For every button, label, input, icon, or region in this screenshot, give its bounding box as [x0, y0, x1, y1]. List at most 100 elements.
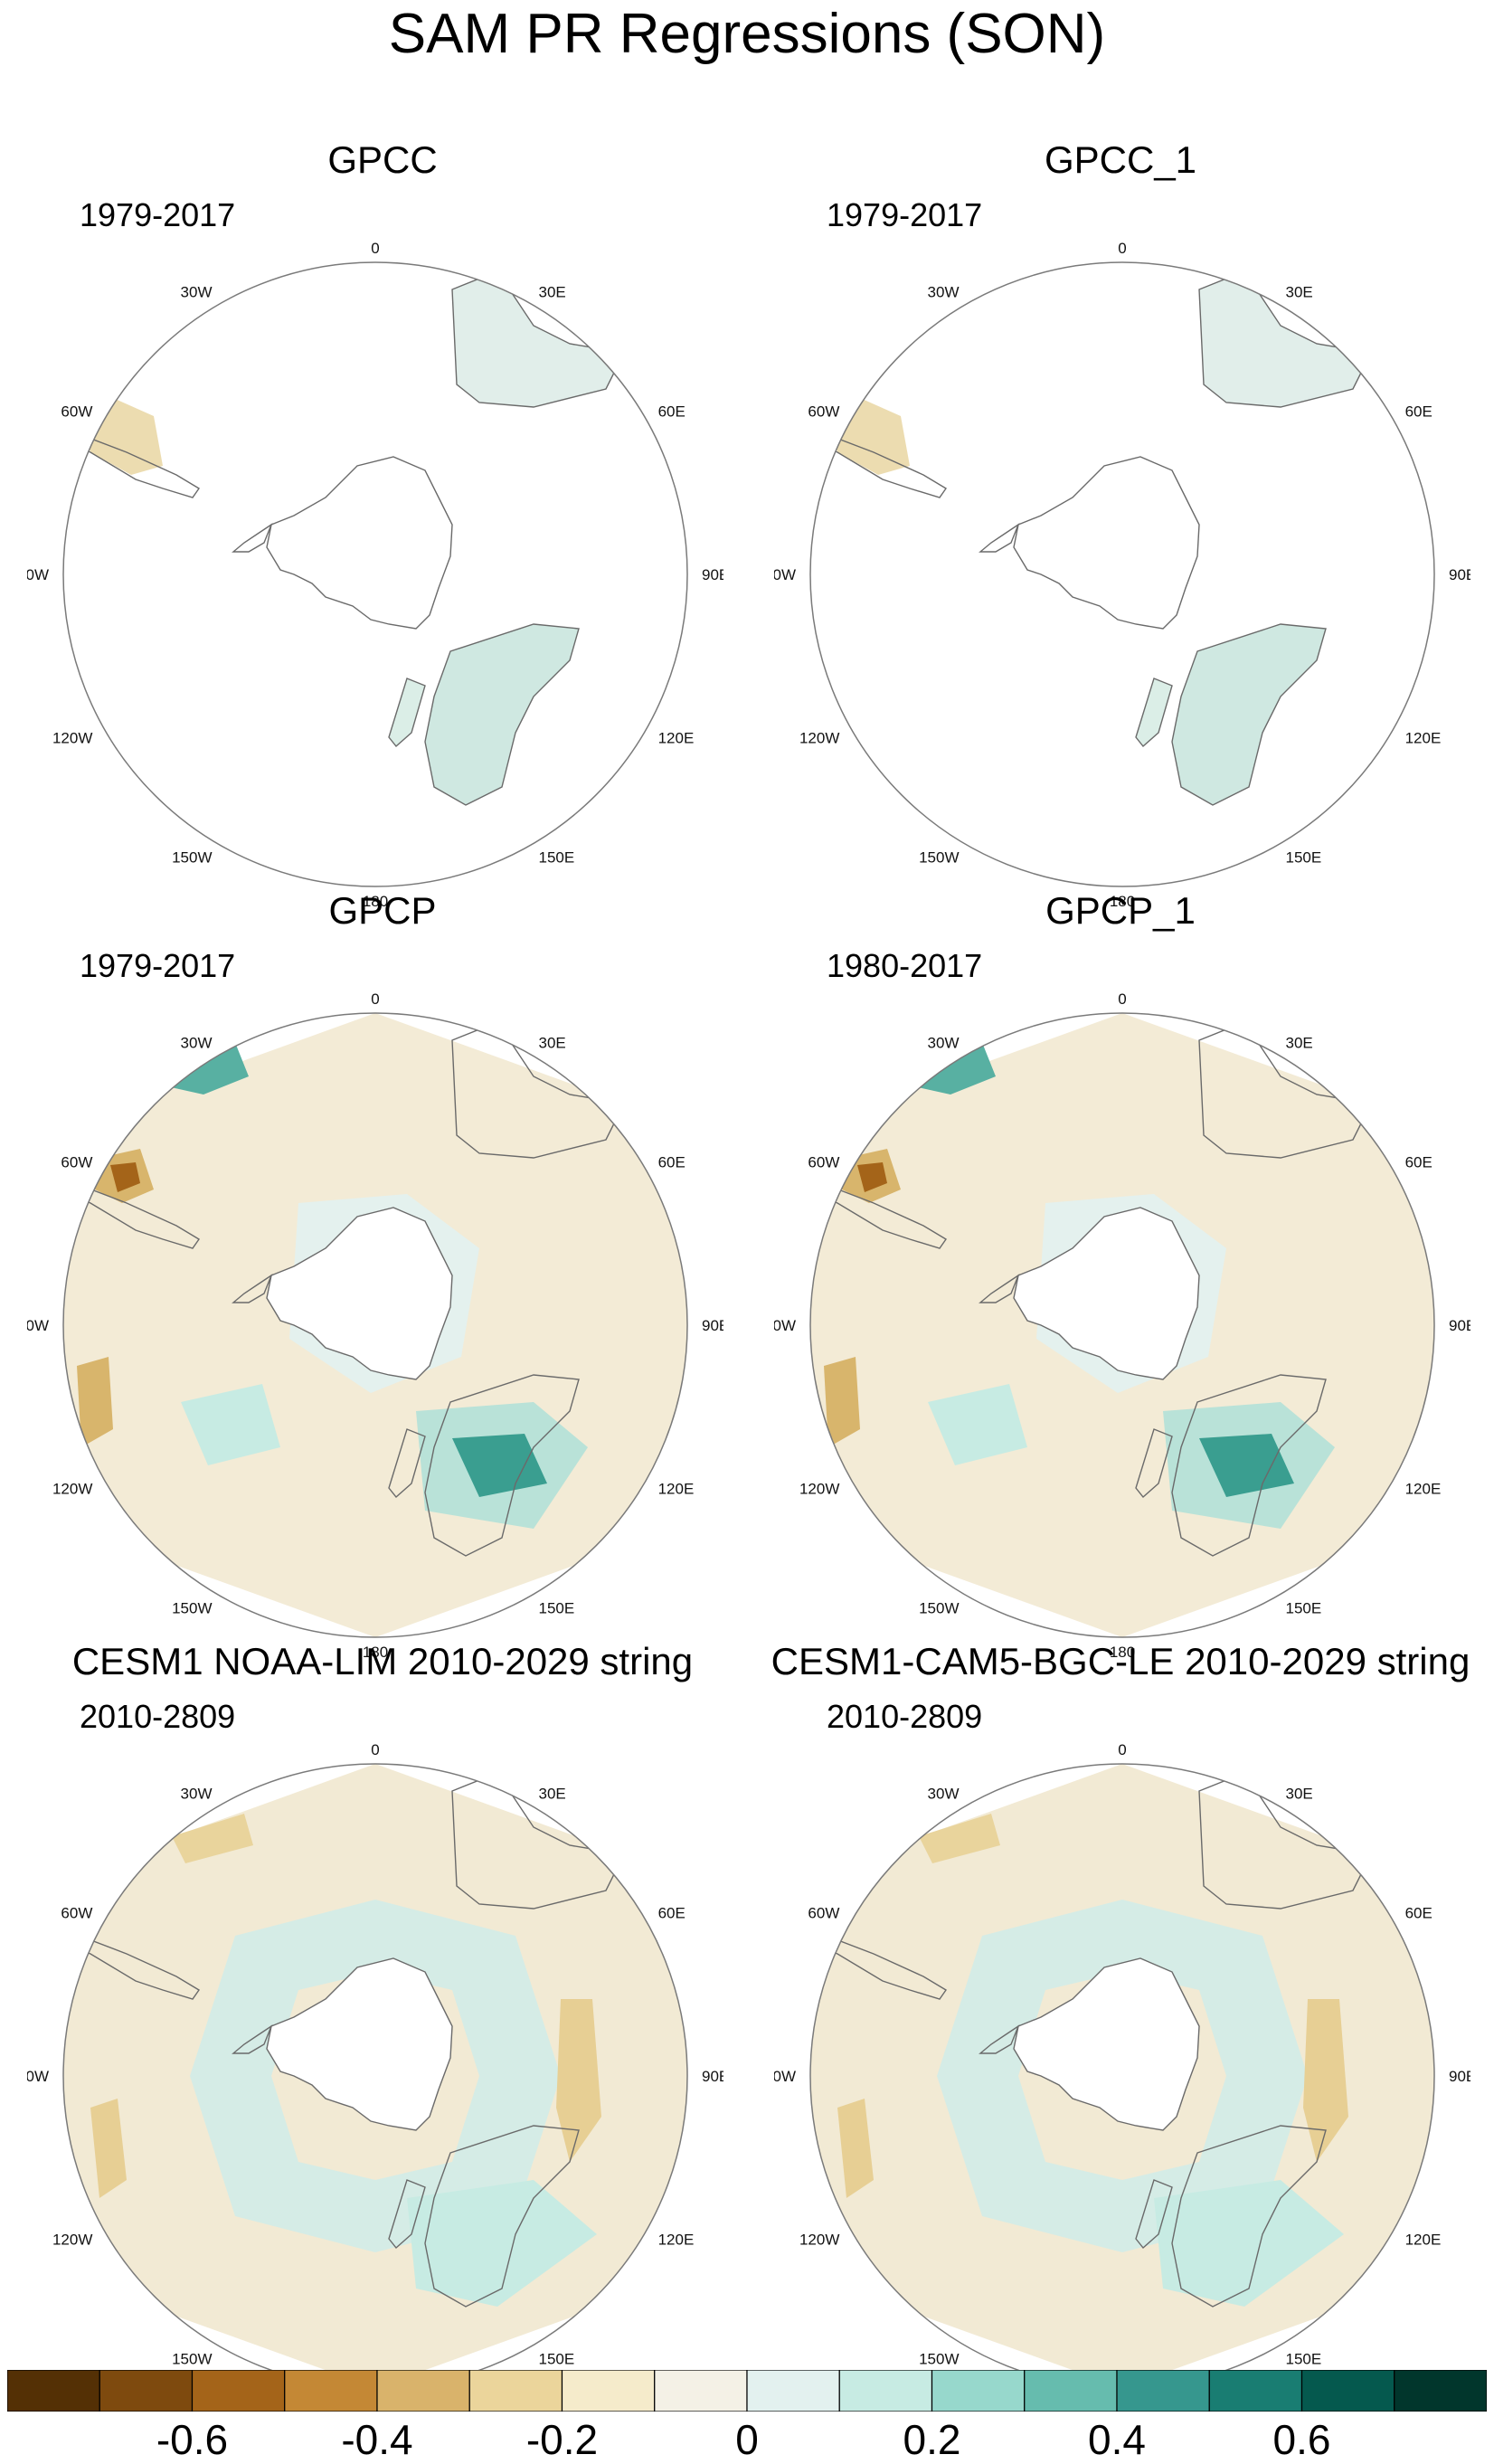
colorbar-swatch	[1394, 2369, 1488, 2412]
longitude-label: 60W	[61, 1905, 92, 1922]
colorbar-tick-label: -0.6	[156, 2416, 229, 2463]
colorbar-tick-label: -0.4	[341, 2416, 413, 2463]
longitude-label: 60E	[658, 403, 686, 421]
longitude-label: 0	[371, 1741, 379, 1758]
longitude-label: 60W	[61, 1154, 92, 1171]
map-boundary	[62, 261, 688, 887]
coastline	[979, 2024, 1020, 2054]
colorbar-tick-label: 0.2	[903, 2416, 961, 2463]
precip-anomaly-region	[919, 1814, 1000, 1863]
longitude-label: 150W	[919, 1600, 959, 1617]
longitude-label: 30E	[539, 1034, 566, 1051]
longitude-label: 30E	[539, 283, 566, 300]
colorbar-swatch	[838, 2369, 933, 2412]
colorbar-swatch	[746, 2369, 840, 2412]
precip-anomaly-region	[1172, 624, 1326, 805]
panel-period: 2010-2809	[80, 1698, 236, 1735]
longitude-label: 150E	[1286, 2351, 1322, 2368]
colorbar-swatch	[191, 2369, 286, 2412]
colorbar-swatch	[284, 2369, 378, 2412]
longitude-label: 60E	[658, 1154, 686, 1171]
precip-anomaly-region	[1136, 678, 1172, 746]
coastline	[1171, 623, 1327, 806]
colorbar-tick-label: -0.2	[525, 2416, 599, 2463]
map-panel: CESM1-CAM5-BGC-LE 2010-2029 string 2010-2…	[747, 1574, 1494, 2412]
colorbar-swatch	[1024, 2369, 1118, 2412]
precip-anomaly-region	[1303, 1999, 1348, 2162]
precip-anomaly-region	[407, 2180, 597, 2307]
map-panel: CESM1 NOAA-LIM 2010-2029 string 2010-2809…	[0, 1574, 747, 2412]
longitude-label: 30E	[1286, 1785, 1313, 1802]
colorbar	[6, 2369, 1488, 2412]
map-panel: GPCC_1 1979-2017 0 30E 60E 90E 120E 150E 180 150W…	[747, 72, 1494, 910]
coastline	[266, 1957, 453, 2131]
coastline	[388, 678, 426, 748]
colorbar-swatch	[376, 2369, 470, 2412]
longitude-label: 30E	[539, 1785, 566, 1802]
precip-anomaly-region	[425, 624, 579, 805]
longitude-label: 180	[363, 1644, 388, 1661]
precip-anomaly-region	[556, 1999, 601, 2162]
longitude-label: 30E	[1286, 1034, 1313, 1051]
longitude-label: 60E	[1405, 403, 1433, 421]
longitude-label: 0	[371, 240, 379, 257]
precip-anomaly-region	[90, 2099, 127, 2198]
precip-anomaly-region	[110, 1162, 140, 1192]
longitude-label: 90W	[27, 2068, 49, 2085]
colorbar-tick-label: 0	[735, 2416, 759, 2463]
longitude-label: 90E	[1449, 2068, 1470, 2085]
polar-map: 030E60E90E120E150E180150W120W90W60W30W	[774, 1741, 1470, 2412]
polar-map: 030E60E90E120E150E180150W120W90W60W30W	[27, 240, 723, 910]
map-boundary	[62, 1012, 688, 1638]
longitude-label: 60E	[1405, 1905, 1433, 1922]
figure-title: SAM PR Regressions (SON)	[388, 3, 1106, 65]
colorbar-swatch	[931, 2369, 1026, 2412]
precip-anomaly-region	[77, 1357, 113, 1447]
precip-anomaly-region	[452, 1434, 547, 1497]
longitude-label: 30W	[181, 1785, 213, 1802]
panel-title: GPCC	[327, 138, 438, 181]
map-boundary	[809, 1012, 1435, 1638]
precip-anomaly-region	[857, 1162, 887, 1192]
map-panel: GPCP_1 1980-2017 0 30E 60E 90E 120E 150E 180 150W…	[747, 823, 1494, 1661]
longitude-label: 120E	[658, 1481, 695, 1498]
panel-period: 1980-2017	[827, 947, 983, 984]
colorbar-swatch	[1208, 2369, 1303, 2412]
coastline	[1135, 1428, 1173, 1499]
precip-anomaly-region	[389, 678, 425, 746]
longitude-label: 150E	[539, 1600, 575, 1617]
polar-map: 030E60E90E120E150E180150W120W90W60W30W	[27, 990, 723, 1661]
coastline	[1171, 1374, 1327, 1557]
longitude-label: 180	[1110, 1644, 1135, 1661]
longitude-label: 120E	[658, 730, 695, 747]
precip-anomaly-region	[181, 1384, 280, 1465]
coastline	[232, 1274, 273, 1303]
coastline	[232, 2024, 273, 2054]
longitude-label: 60W	[808, 1905, 839, 1922]
longitude-label: 150W	[919, 849, 959, 867]
coastline	[1135, 678, 1173, 748]
precip-anomaly-region	[452, 271, 624, 407]
longitude-label: 120E	[1405, 730, 1442, 747]
longitude-label: 150E	[1286, 849, 1322, 867]
polar-map: 030E60E90E120E150E180150W120W90W60W30W	[774, 990, 1470, 1661]
longitude-label: 90E	[1449, 1317, 1470, 1334]
longitude-label: 120W	[799, 730, 839, 747]
map-panel: GPCC 1979-2017 0 30E 60E 90E 120E 150E 180 150W 12…	[0, 72, 747, 910]
longitude-label: 60E	[658, 1905, 686, 1922]
colorbar-swatch	[6, 2369, 100, 2412]
coastline	[424, 623, 580, 806]
longitude-label: 120E	[1405, 2232, 1442, 2249]
longitude-label: 90E	[702, 1317, 723, 1334]
precip-anomaly-region	[172, 1814, 253, 1863]
panel-period: 1979-2017	[80, 196, 236, 233]
coastline	[424, 1374, 580, 1557]
longitude-label: 60W	[808, 1154, 839, 1171]
longitude-label: 180	[1110, 893, 1135, 910]
colorbar-swatch	[1116, 2369, 1210, 2412]
coastline	[388, 1428, 426, 1499]
longitude-label: 120W	[52, 1481, 92, 1498]
colorbar-tick-label: 0.4	[1088, 2416, 1146, 2463]
longitude-label: 30W	[928, 1034, 960, 1051]
longitude-label: 0	[371, 990, 379, 1008]
